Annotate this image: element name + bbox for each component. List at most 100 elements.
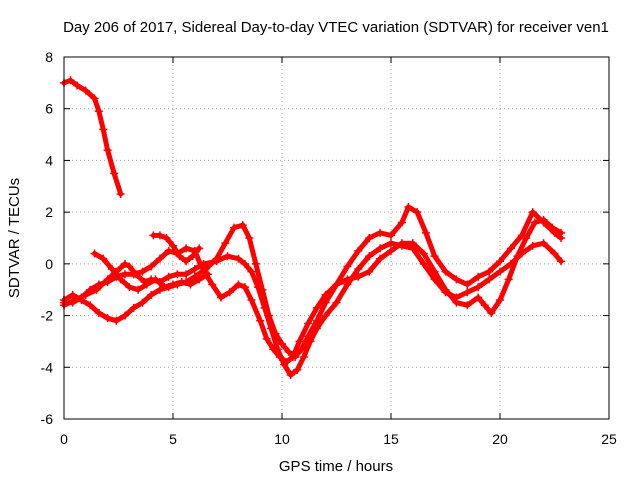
y-tick-label: 2 — [45, 204, 53, 220]
data-point — [103, 277, 112, 286]
data-point — [147, 290, 156, 299]
data-point — [387, 246, 395, 255]
data-point — [90, 94, 99, 103]
axis-ticks: 0 5 10 15 20 25 -6 -4 -2 0 2 4 6 8 — [41, 49, 617, 447]
data-point — [147, 262, 156, 271]
x-axis-label: GPS time / hours — [279, 458, 393, 475]
data-point — [354, 272, 363, 281]
series-track-f — [149, 231, 204, 266]
data-point — [155, 231, 164, 240]
data-point — [68, 290, 77, 299]
data-point — [99, 125, 108, 134]
data-point — [463, 288, 472, 297]
data-point — [125, 283, 134, 292]
data-point — [173, 270, 182, 279]
data-point — [387, 231, 395, 240]
data-point — [175, 252, 184, 261]
data-point — [177, 277, 186, 286]
data-point — [225, 288, 234, 297]
data-point — [90, 249, 99, 258]
x-tick-label: 10 — [274, 431, 290, 447]
y-tick-label: -6 — [41, 411, 54, 427]
data-point — [151, 275, 160, 284]
data-point — [504, 275, 513, 284]
data-point — [321, 311, 330, 320]
data-point — [539, 239, 548, 248]
data-point — [129, 303, 138, 312]
data-point — [262, 334, 271, 343]
data-point — [463, 301, 472, 310]
grid — [64, 57, 609, 419]
data-point — [474, 272, 483, 281]
data-point — [376, 228, 385, 237]
data-point — [221, 239, 230, 248]
series-line — [61, 77, 124, 197]
data-point — [284, 347, 293, 356]
data-point — [142, 280, 151, 289]
series-track-e — [90, 249, 212, 294]
data-point — [421, 228, 430, 237]
data-point — [304, 319, 313, 328]
data-point — [548, 223, 557, 232]
plot-frame — [63, 56, 610, 420]
data-point — [408, 239, 417, 248]
x-tick-label: 20 — [492, 431, 508, 447]
data-point — [94, 308, 103, 317]
data-point — [304, 332, 313, 341]
data-point — [164, 272, 173, 281]
data-point — [68, 298, 77, 307]
data-point — [496, 267, 504, 276]
data-point — [197, 262, 206, 271]
data-point — [397, 239, 406, 248]
data-point — [269, 345, 278, 354]
data-point — [195, 275, 204, 284]
data-point — [539, 215, 548, 224]
y-tick-label: 0 — [45, 256, 53, 272]
data-point — [485, 267, 494, 276]
data-point — [190, 265, 199, 274]
data-point — [208, 280, 217, 289]
data-point — [134, 285, 143, 294]
data-point — [223, 252, 232, 261]
data-point — [295, 337, 304, 346]
data-point — [129, 270, 138, 279]
data-point — [354, 265, 363, 274]
data-point — [86, 301, 95, 310]
data-point — [441, 285, 450, 294]
data-point — [66, 76, 75, 85]
data-point — [419, 259, 428, 268]
data-point — [73, 81, 82, 90]
data-point — [77, 293, 86, 302]
data-point — [496, 296, 504, 305]
data-point — [238, 221, 247, 230]
y-tick-label: -4 — [41, 359, 54, 375]
data-point — [169, 280, 177, 289]
data-point — [452, 298, 461, 307]
data-point — [116, 190, 125, 199]
data-point — [155, 254, 164, 263]
data-point — [506, 244, 515, 253]
data-point — [212, 254, 221, 263]
data-point — [107, 265, 116, 274]
data-point — [528, 241, 537, 250]
data-point — [182, 257, 191, 266]
data-point — [278, 340, 286, 349]
data-point — [121, 311, 130, 320]
data-point — [404, 202, 413, 211]
data-point — [474, 293, 483, 302]
data-point — [162, 234, 171, 242]
data-point — [487, 308, 496, 317]
data-point — [413, 208, 422, 217]
data-point — [110, 169, 119, 178]
y-tick-label: -2 — [41, 308, 54, 324]
data-point — [103, 146, 112, 155]
data-point — [282, 358, 291, 367]
data-point — [332, 298, 341, 307]
data-point — [94, 107, 103, 116]
data-point — [216, 293, 225, 302]
data-point — [247, 296, 256, 305]
data-point — [234, 280, 243, 289]
data-point — [312, 303, 321, 312]
